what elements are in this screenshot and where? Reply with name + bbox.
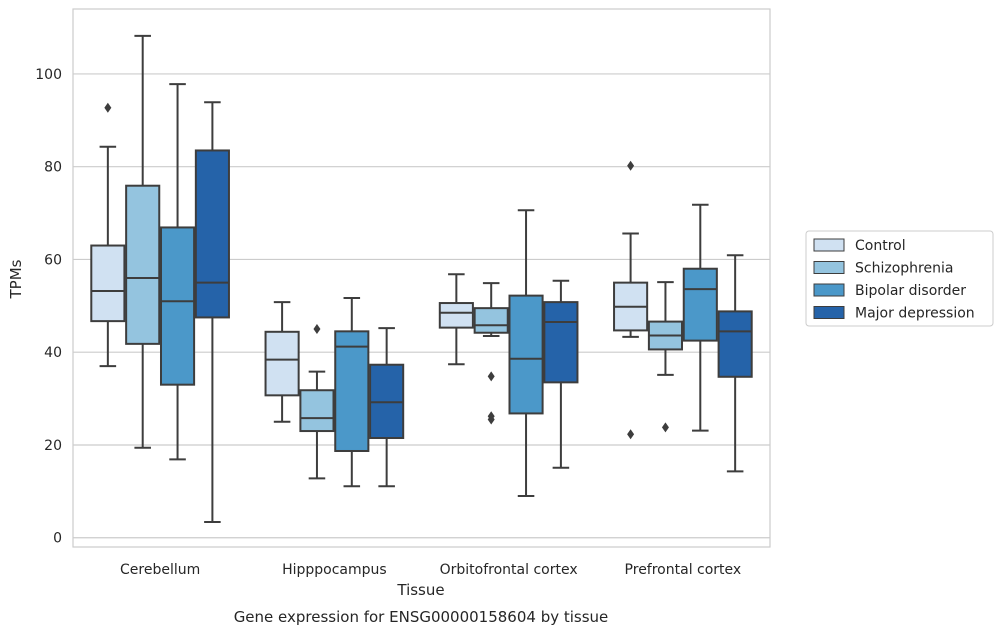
y-tick-label: 40 [44, 345, 62, 361]
box-2-0 [438, 273, 474, 366]
box-2-1 [473, 282, 509, 425]
box-0-3 [194, 101, 230, 523]
box-3-3 [717, 254, 753, 473]
legend-swatch [813, 238, 845, 252]
box-1-1 [299, 324, 335, 480]
box-series-group [90, 34, 753, 523]
box-iqr [90, 244, 126, 323]
box-iqr [299, 389, 335, 433]
y-axis-ticks: 0 20 40 60 80 100 [35, 67, 62, 547]
legend: Control Schizophrenia Bipolar disorder Majo… [805, 230, 994, 327]
outlier-point [627, 429, 635, 440]
box-iqr [334, 330, 370, 452]
x-tick-label: Cerebellum [120, 562, 200, 578]
box-0-1 [125, 34, 161, 449]
plot-area-frame [72, 8, 771, 548]
box-iqr [473, 307, 509, 334]
box-iqr [159, 226, 196, 386]
outlier-point [104, 102, 112, 113]
box-2-2 [508, 209, 544, 497]
legend-swatch [813, 306, 845, 319]
y-tick-label: 80 [44, 160, 62, 176]
box-iqr [682, 267, 718, 342]
box-1-2 [334, 296, 370, 488]
outlier-point [313, 324, 321, 335]
box-0-0 [90, 102, 126, 368]
box-iqr [717, 310, 753, 378]
box-iqr [508, 294, 544, 415]
x-tick-label: Hipppocampus [282, 562, 387, 578]
chart-caption: Gene expression for ENSG00000158604 by t… [234, 608, 609, 626]
box-1-0 [264, 301, 300, 423]
legend-swatch [813, 261, 845, 274]
box-2-3 [543, 279, 579, 469]
box-3-0 [613, 160, 649, 440]
box-iqr [438, 302, 474, 329]
outlier-point [627, 160, 635, 171]
x-axis-label: Tissue [396, 581, 444, 599]
y-tick-label: 20 [44, 438, 62, 454]
y-tick-label: 0 [53, 531, 62, 547]
box-0-2 [159, 83, 196, 461]
x-tick-label: Orbitofrontal cortex [440, 562, 578, 578]
legend-swatch [813, 283, 845, 297]
legend-label: Major depression [855, 306, 975, 322]
outlier-point [487, 371, 495, 382]
legend-frame [805, 230, 994, 327]
box-3-2 [682, 203, 718, 432]
y-axis-label: TPMs [7, 259, 25, 299]
box-iqr [543, 301, 579, 384]
legend-label: Schizophrenia [855, 261, 953, 277]
legend-items: Control Schizophrenia Bipolar disorder Majo… [813, 238, 975, 322]
box-iqr [125, 184, 161, 345]
box-iqr [264, 330, 300, 397]
box-iqr [194, 149, 230, 319]
x-tick-label: Prefrontal cortex [625, 562, 742, 578]
y-tick-label: 100 [35, 67, 62, 83]
legend-label: Bipolar disorder [855, 283, 966, 299]
x-axis-ticks: Cerebellum Hipppocampus Orbitofrontal cort… [120, 562, 741, 578]
box-1-3 [369, 327, 405, 488]
y-tick-label: 60 [44, 252, 62, 268]
legend-label: Control [855, 238, 906, 254]
outlier-point [487, 414, 495, 425]
outlier-point [661, 422, 669, 433]
box-3-1 [647, 281, 684, 433]
